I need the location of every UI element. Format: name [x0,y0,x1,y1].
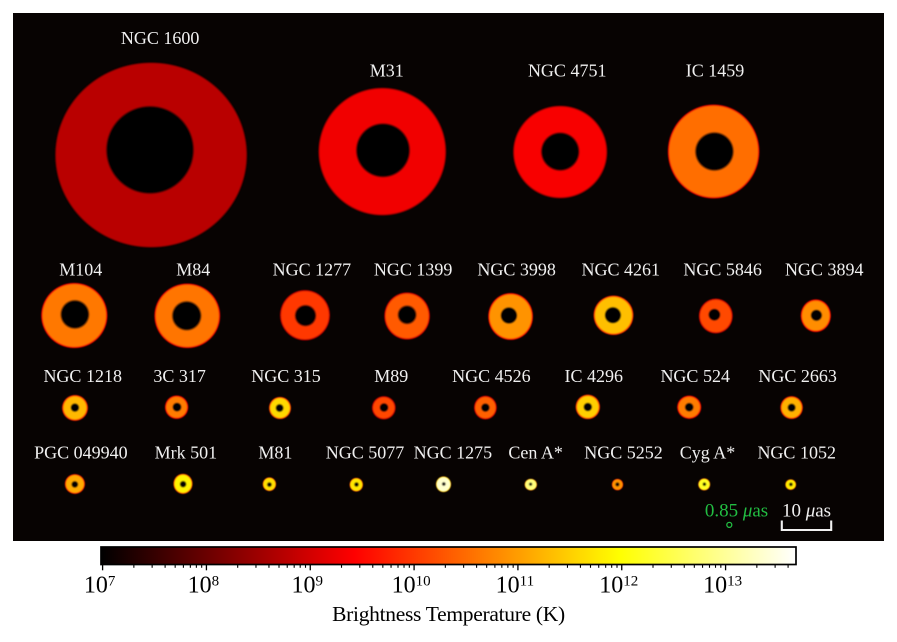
svg-text:NGC 4261: NGC 4261 [582,260,661,280]
svg-text:Cyg A*: Cyg A* [680,443,736,463]
svg-text:1011: 1011 [496,573,534,599]
svg-text:IC 4296: IC 4296 [565,366,624,386]
svg-text:M31: M31 [370,60,404,80]
svg-text:NGC 1277: NGC 1277 [273,260,352,280]
svg-text:1012: 1012 [599,573,638,599]
svg-text:NGC 4526: NGC 4526 [452,366,531,386]
svg-text:NGC 5077: NGC 5077 [326,443,405,463]
svg-text:NGC 1600: NGC 1600 [121,28,200,48]
svg-text:NGC 5846: NGC 5846 [683,260,762,280]
svg-text:PGC 049940: PGC 049940 [34,443,128,463]
svg-text:10 μas: 10 μas [782,500,831,521]
svg-text:3C 317: 3C 317 [153,366,206,386]
svg-text:NGC 4751: NGC 4751 [528,60,607,80]
svg-text:M104: M104 [59,260,102,280]
svg-text:0.85 μas: 0.85 μas [705,500,768,521]
svg-text:NGC 1052: NGC 1052 [757,443,836,463]
svg-text:NGC 5252: NGC 5252 [584,443,663,463]
svg-text:M81: M81 [258,443,292,463]
svg-text:NGC 2663: NGC 2663 [758,366,837,386]
svg-text:NGC 3894: NGC 3894 [785,260,864,280]
svg-text:M89: M89 [374,366,408,386]
svg-text:NGC 3998: NGC 3998 [477,260,556,280]
svg-text:Mrk 501: Mrk 501 [155,443,218,463]
svg-text:NGC 315: NGC 315 [251,366,321,386]
svg-text:Brightness Temperature (K): Brightness Temperature (K) [332,602,565,626]
svg-text:NGC 1218: NGC 1218 [43,366,122,386]
svg-text:107: 107 [84,573,116,599]
svg-text:NGC 524: NGC 524 [660,366,730,386]
svg-text:NGC 1399: NGC 1399 [374,260,453,280]
svg-text:IC 1459: IC 1459 [686,60,745,80]
svg-text:NGC 1275: NGC 1275 [414,443,493,463]
svg-text:M84: M84 [176,260,210,280]
svg-text:Cen A*: Cen A* [508,443,563,463]
